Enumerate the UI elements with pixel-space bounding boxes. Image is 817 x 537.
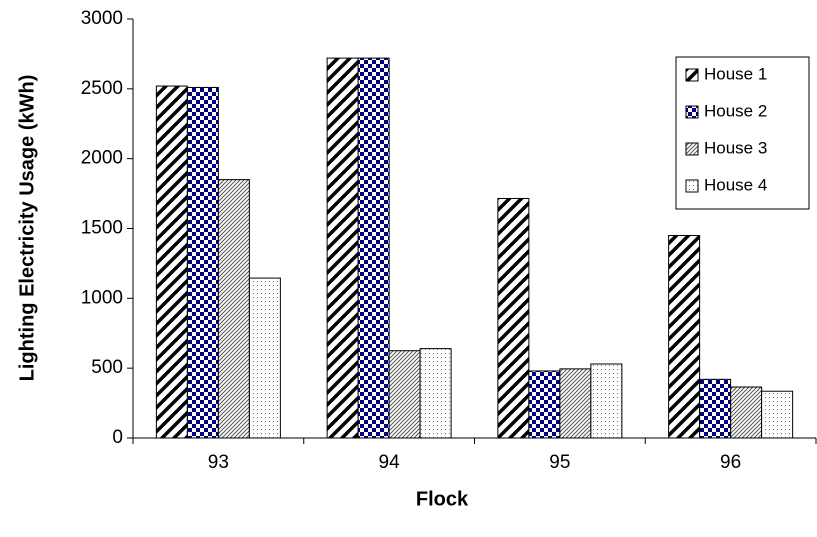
bar (497, 197, 530, 439)
bar (155, 85, 188, 439)
bar (326, 57, 359, 439)
y-tick-label: 2500 (81, 78, 123, 99)
bar (590, 363, 623, 439)
legend-label: House 2 (704, 101, 767, 120)
legend-swatch (685, 105, 699, 119)
x-tick-label: 96 (720, 452, 741, 473)
bar (388, 350, 421, 439)
bar (559, 368, 592, 439)
y-tick-label: 1500 (81, 218, 123, 239)
y-tick-label: 2000 (81, 148, 123, 169)
x-tick-label: 93 (208, 452, 229, 473)
bar (248, 277, 281, 439)
y-tick-label: 500 (91, 357, 123, 378)
y-tick-label: 0 (112, 427, 123, 448)
legend-swatch (685, 68, 699, 82)
y-tick-label: 3000 (81, 8, 123, 29)
x-axis-label: Flock (416, 488, 469, 510)
legend-label: House 3 (704, 138, 767, 157)
legend-swatch (685, 179, 699, 193)
bar (419, 348, 452, 439)
bar (761, 390, 794, 439)
bar (730, 386, 763, 439)
x-tick-label: 94 (379, 452, 401, 473)
legend-swatch (685, 142, 699, 156)
legend-label: House 4 (704, 175, 767, 194)
x-tick-label: 95 (549, 452, 570, 473)
y-tick-label: 1000 (81, 287, 123, 308)
bar (668, 234, 701, 439)
bar (186, 86, 219, 439)
bar (357, 57, 390, 439)
bar (699, 378, 732, 439)
legend-label: House 1 (704, 64, 767, 83)
y-axis-label: Lighting Electricity Usage (kWh) (16, 75, 38, 382)
bar (217, 179, 250, 439)
bar (528, 370, 561, 439)
